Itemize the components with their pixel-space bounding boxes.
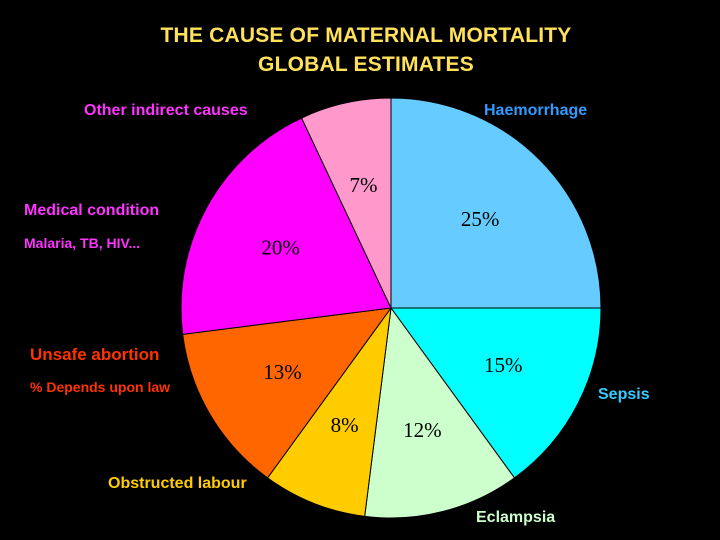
legend-label-unsafe-abortion: Unsafe abortion bbox=[30, 345, 160, 364]
legend-sublabel-unsafe-abortion: % Depends upon law bbox=[30, 379, 171, 395]
pie-value-label-sepsis: 15% bbox=[484, 353, 523, 377]
pie-slice-haemorrhage bbox=[390, 97, 602, 309]
chart-title: THE CAUSE OF MATERNAL MORTALITY bbox=[160, 24, 572, 47]
legend-label-eclampsia: Eclampsia bbox=[476, 509, 556, 526]
pie-value-label-haemorrhage: 25% bbox=[461, 207, 500, 231]
legend-label-haemorrhage: Haemorrhage bbox=[484, 102, 588, 119]
pie-value-label-obstructed-labour: 8% bbox=[331, 413, 359, 437]
pie-value-label-unsafe-abortion: 13% bbox=[263, 360, 302, 384]
pie-slice-unsafe-abortion bbox=[182, 307, 393, 479]
pie-slice-medical-condition bbox=[180, 117, 392, 335]
pie-slice-obstructed-labour bbox=[266, 307, 392, 517]
legend-label-obstructed-labour: Obstructed labour bbox=[108, 475, 247, 492]
pie-slice-sepsis bbox=[390, 307, 602, 479]
legend-label-sepsis: Sepsis bbox=[598, 386, 650, 403]
pie-value-label-eclampsia: 12% bbox=[403, 418, 442, 442]
chart-subtitle: GLOBAL ESTIMATES bbox=[258, 53, 474, 76]
pie-slice-eclampsia bbox=[364, 306, 516, 519]
pie-value-label-medical-condition: 20% bbox=[261, 235, 300, 259]
legend-sublabel-medical-condition: Malaria, TB, HIV... bbox=[24, 235, 141, 251]
pie-value-label-other-indirect-causes: 7% bbox=[350, 173, 378, 197]
legend-label-medical-condition: Medical condition bbox=[24, 202, 160, 219]
legend-label-other-indirect-causes: Other indirect causes bbox=[84, 102, 248, 119]
pie-slice-other-indirect-causes bbox=[300, 97, 392, 309]
